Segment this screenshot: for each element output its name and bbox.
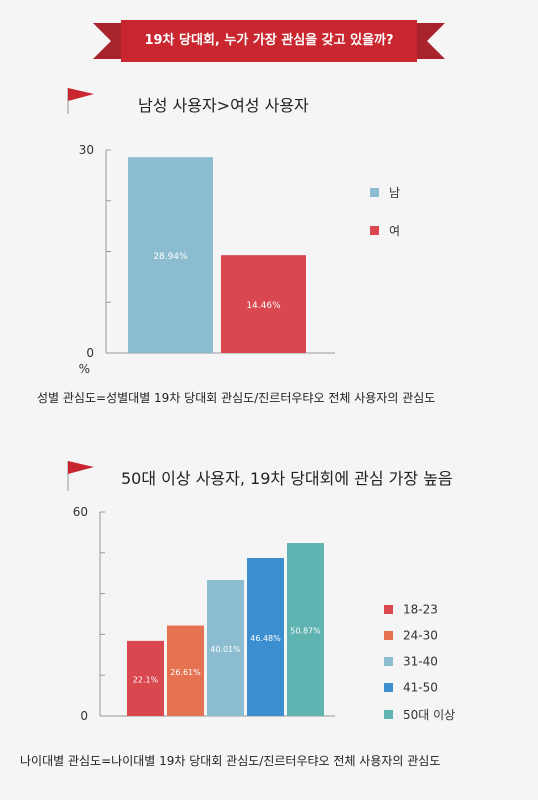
bar-18-23 — [127, 640, 164, 716]
legend-item-female: 여 — [370, 222, 400, 239]
section-title-gender: 남성 사용자>여성 사용자 — [138, 96, 309, 115]
formula-gender: 성별 관심도=성별대별 19차 당대회 관심도/진르터우탸오 전체 사용자의 관… — [37, 391, 436, 405]
legend-swatch — [384, 710, 393, 719]
y-tick-label: 30 — [79, 143, 94, 157]
title-banner: 19차 당대회, 누가 가장 관심을 갖고 있을까? — [93, 20, 445, 62]
bar-31-40 — [207, 579, 244, 716]
legend-swatch — [384, 683, 393, 692]
legend-item-24-30: 24-30 — [384, 628, 438, 643]
legend-item-male: 남 — [370, 184, 400, 201]
data-label: 50.87% — [290, 627, 321, 636]
legend-swatch — [384, 657, 393, 666]
data-label: 28.94% — [153, 252, 188, 262]
bar-41-50 — [247, 557, 284, 716]
flag-icon — [67, 88, 94, 114]
gender-bar-chart: 0 30% 28.94% 14.46% — [79, 143, 335, 376]
y-tick-label: 60 — [73, 505, 88, 519]
bar-24-30 — [167, 625, 204, 716]
legend-swatch — [370, 226, 379, 235]
y-axis-unit: % — [79, 362, 90, 376]
data-label: 46.48% — [250, 634, 281, 643]
bar-여 — [221, 255, 306, 353]
legend-item-18-23: 18-23 — [384, 602, 438, 617]
legend-swatch — [384, 605, 393, 614]
y-tick-label: 0 — [80, 709, 88, 723]
legend-swatch — [384, 631, 393, 640]
legend-item-41-50: 41-50 — [384, 680, 438, 695]
legend-item-50-plus: 50대 이상 — [384, 706, 455, 723]
flag-icon — [67, 461, 94, 491]
data-label: 22.1% — [133, 675, 159, 684]
banner-ribbon — [93, 20, 445, 62]
bar-남 — [128, 157, 213, 353]
y-tick-label: 0 — [86, 346, 94, 360]
section-title-age: 50대 이상 사용자, 19차 당대회에 관심 가장 높음 — [121, 469, 453, 488]
legend-item-31-40: 31-40 — [384, 654, 438, 669]
data-label: 26.61% — [170, 668, 201, 677]
banner-title: 19차 당대회, 누가 가장 관심을 갖고 있을까? — [144, 33, 394, 48]
age-bar-chart: 0 60 22.1% 26.61% 40.01% 46.48% 50.87% — [73, 505, 335, 723]
data-label: 14.46% — [246, 301, 281, 311]
formula-age: 나이대별 관심도=나이대별 19차 당대회 관심도/진르터우탸오 전체 사용자의… — [20, 754, 441, 768]
data-label: 40.01% — [210, 645, 241, 654]
bar-50대 이상 — [287, 543, 324, 716]
legend-swatch — [370, 188, 379, 197]
